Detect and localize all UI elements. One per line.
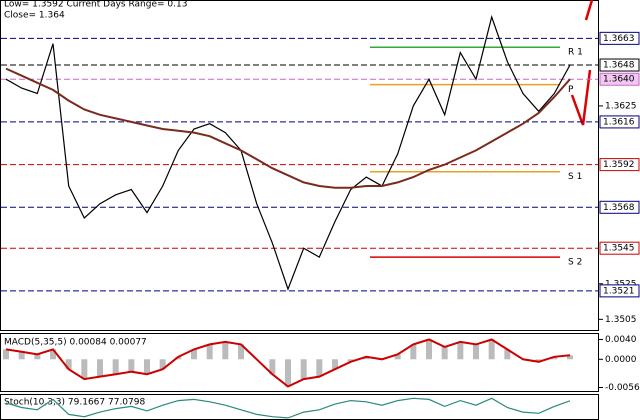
macd-label: MACD(5,35,5) 0.00084 0.00077: [4, 338, 147, 348]
pivot-label: S 2: [568, 258, 582, 268]
macd-bar: [128, 359, 135, 372]
y-tick-label: 1.3505: [605, 315, 637, 325]
macd-bar: [222, 341, 229, 360]
forecast-arrow: [570, 0, 594, 126]
level-box: [599, 72, 640, 86]
macd-bar: [144, 359, 150, 375]
level-box: [599, 158, 640, 172]
macd-bar: [551, 356, 558, 360]
header-line: Close= 1.364: [4, 11, 65, 21]
macd-bar: [65, 359, 72, 370]
y-tick-label: -0.00569: [605, 383, 640, 393]
macd-bar: [50, 349, 56, 360]
level-label: 1.3521: [603, 286, 635, 296]
macd-bar: [347, 359, 354, 362]
y-tick-label: 1.3625: [605, 101, 637, 111]
level-label: 1.3663: [603, 34, 635, 44]
macd-bar: [394, 354, 401, 360]
pivot-label: R 1: [568, 48, 583, 58]
header-line: Low= 1.3592 Current Days Range= 0.13: [4, 0, 187, 10]
macd-bar: [441, 346, 448, 360]
level-label: 1.3568: [603, 203, 635, 213]
main-panel: [0, 0, 599, 331]
macd-bar: [535, 359, 542, 362]
macd-bar: [206, 344, 213, 360]
macd-bar: [159, 359, 166, 370]
macd-bar: [18, 351, 25, 360]
macd-bar: [191, 349, 197, 360]
level-label: 1.3592: [603, 160, 635, 170]
macd-bar: [363, 356, 370, 360]
level-box: [599, 115, 640, 129]
macd-bar: [285, 359, 291, 387]
macd-bar: [488, 339, 495, 360]
macd-bar: [332, 359, 338, 370]
macd-panel: [0, 333, 599, 392]
macd-bar: [473, 344, 479, 360]
level-label: 1.3616: [603, 117, 635, 127]
macd-bar: [238, 344, 244, 360]
level-label: 1.3545: [603, 244, 635, 254]
macd-bar: [504, 349, 511, 360]
level-label: 1.3648: [603, 61, 635, 71]
level-box: [599, 58, 640, 72]
stoch-line: [5, 397, 571, 419]
macd-bar: [426, 339, 432, 360]
macd-bar: [457, 341, 464, 360]
pivot-label: S 1: [568, 172, 582, 182]
macd-bar: [269, 359, 276, 375]
macd-bar: [81, 359, 88, 380]
level-box: [599, 200, 640, 214]
macd-bar: [34, 354, 41, 360]
series-line: [5, 14, 571, 291]
macd-bar: [567, 355, 573, 360]
level-box: [599, 31, 640, 45]
macd-bar: [300, 359, 307, 380]
macd-bar: [112, 359, 119, 375]
macd-bar: [97, 359, 103, 377]
macd-bar: [316, 359, 323, 377]
macd-bar: [3, 349, 9, 360]
pivot-label: P: [568, 85, 574, 95]
level-box: [599, 284, 640, 298]
macd-bar: [410, 344, 417, 360]
level-box: [599, 241, 640, 255]
stoch-label: Stoch(10,3,3) 79.1667 77.0798: [4, 398, 145, 408]
y-tick-label: 1.3525: [605, 279, 637, 289]
macd-line: [5, 338, 571, 388]
y-tick-label: 0.0000: [605, 355, 637, 365]
y-tick-label: 0.0040: [605, 335, 637, 345]
level-label: 1.3640: [603, 75, 635, 85]
series-line: [5, 67, 571, 189]
